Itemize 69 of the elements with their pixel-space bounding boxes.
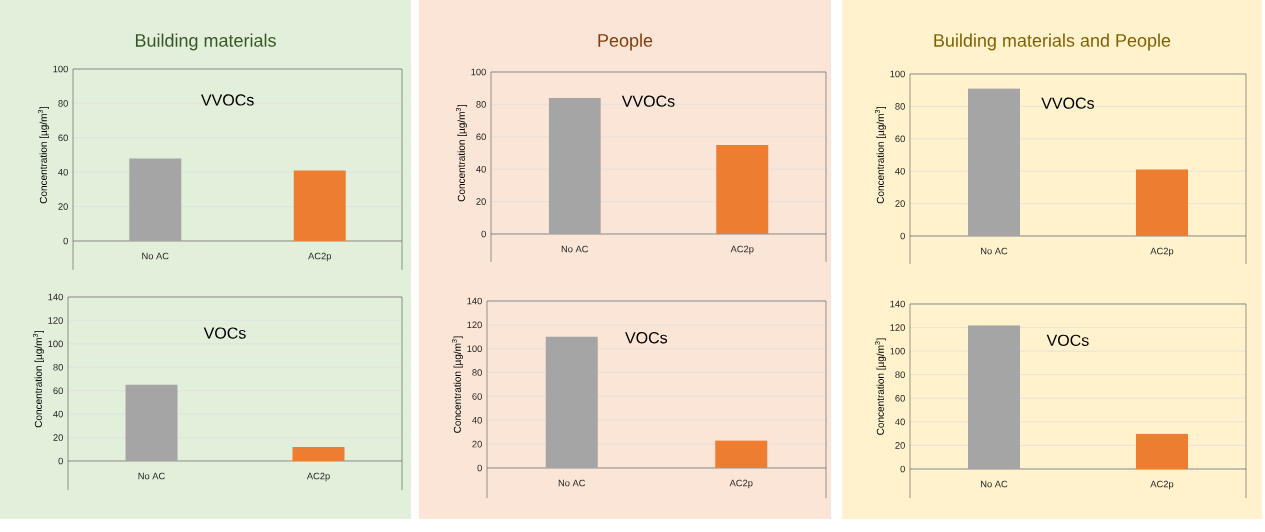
y-axis-title: Concentration [µg/m$^{3}$] bbox=[32, 330, 44, 428]
annotation: VVOCs bbox=[201, 94, 254, 106]
y-tick-label: 140 bbox=[890, 300, 905, 308]
y-tick-label: 80 bbox=[58, 100, 68, 107]
y-tick-label: 0 bbox=[58, 457, 63, 465]
y-axis-title: Concentration [µg/m$^{3}$] bbox=[455, 104, 467, 202]
annotation: VVOCs bbox=[621, 95, 675, 107]
chart-title: People bbox=[598, 33, 653, 51]
y-tick-label: 80 bbox=[53, 363, 63, 371]
y-tick-label: 100 bbox=[890, 347, 905, 355]
x-tick-label: AC2p bbox=[306, 472, 330, 482]
x-tick-label: AC2p bbox=[1150, 247, 1174, 257]
x-tick-label: AC2p bbox=[730, 245, 754, 255]
y-tick-label: 20 bbox=[472, 440, 482, 448]
y-tick-label: 40 bbox=[58, 168, 68, 176]
x-tick-label: AC2p bbox=[729, 479, 753, 489]
y-tick-label: 100 bbox=[890, 70, 905, 78]
y-tick-label: 20 bbox=[895, 442, 905, 449]
y-tick-label: 40 bbox=[895, 418, 905, 426]
y-tick-label: 0 bbox=[481, 230, 486, 238]
chart-title: Building materials bbox=[135, 33, 276, 51]
y-axis-title: Concentration [µg/m$^{3}$] bbox=[37, 106, 49, 204]
y-tick-label: 20 bbox=[476, 198, 486, 205]
y-axis-title: Concentration [µg/m$^{3}$] bbox=[874, 338, 886, 435]
x-tick-label: AC2p bbox=[1150, 480, 1174, 490]
y-tick-label: 140 bbox=[48, 293, 63, 301]
x-tick-label: No AC bbox=[981, 480, 1008, 488]
x-tick-label: AC2p bbox=[308, 252, 332, 262]
y-tick-label: 60 bbox=[895, 135, 905, 143]
x-tick-label: No AC bbox=[561, 245, 589, 253]
y-tick-label: 120 bbox=[467, 321, 482, 329]
y-tick-label: 40 bbox=[895, 167, 905, 175]
y-tick-label: 60 bbox=[895, 394, 905, 402]
y-tick-label: 100 bbox=[53, 65, 68, 73]
y-tick-label: 60 bbox=[472, 393, 482, 400]
x-tick-label: No AC bbox=[142, 252, 169, 260]
y-tick-label: 0 bbox=[900, 232, 905, 240]
y-tick-label: 120 bbox=[890, 324, 905, 331]
y-tick-label: 40 bbox=[53, 410, 63, 418]
y-tick-label: 0 bbox=[63, 237, 68, 245]
y-axis-title: Concentration [µg/m$^{3}$] bbox=[451, 336, 463, 433]
y-tick-label: 100 bbox=[48, 340, 63, 348]
y-tick-label: 80 bbox=[895, 103, 905, 110]
y-tick-label: 80 bbox=[895, 371, 905, 378]
annotation: VOCs bbox=[1046, 334, 1089, 346]
x-tick-label: No AC bbox=[138, 472, 165, 480]
annotation: VVOCs bbox=[1041, 97, 1095, 109]
annotation: VOCs bbox=[625, 332, 668, 344]
y-tick-label: 40 bbox=[472, 416, 482, 424]
annotation: VOCs bbox=[203, 327, 246, 339]
y-tick-label: 0 bbox=[900, 465, 905, 473]
y-tick-label: 0 bbox=[477, 464, 482, 472]
y-tick-label: 20 bbox=[58, 203, 68, 210]
x-tick-label: No AC bbox=[558, 479, 586, 487]
y-tick-label: 100 bbox=[471, 68, 486, 76]
y-axis-title: Concentration [µg/m$^{3}$] bbox=[874, 106, 886, 204]
y-tick-label: 60 bbox=[58, 134, 68, 142]
x-tick-label: No AC bbox=[981, 247, 1008, 255]
y-tick-label: 80 bbox=[476, 101, 486, 108]
y-tick-label: 60 bbox=[476, 133, 486, 141]
y-tick-label: 40 bbox=[476, 165, 486, 173]
y-tick-label: 120 bbox=[48, 317, 63, 324]
y-tick-label: 60 bbox=[53, 387, 63, 394]
y-tick-label: 140 bbox=[467, 297, 482, 305]
y-tick-label: 100 bbox=[467, 345, 482, 352]
y-tick-label: 20 bbox=[895, 200, 905, 207]
chart-title: Building materials and People bbox=[934, 33, 1171, 51]
y-tick-label: 80 bbox=[472, 369, 482, 376]
y-tick-label: 20 bbox=[53, 434, 63, 441]
